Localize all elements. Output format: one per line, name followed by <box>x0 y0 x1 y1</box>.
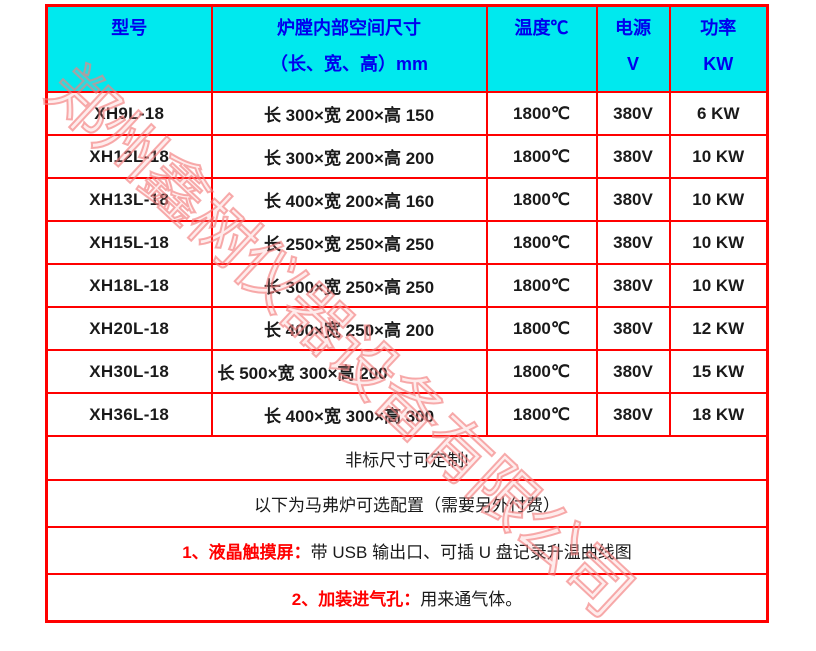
power-cell: 10 KW <box>668 263 769 308</box>
model-cell: XH18L-18 <box>45 263 213 308</box>
power-cell: 10 KW <box>668 220 769 265</box>
furnace-spec-table: 型号 炉膛内部空间尺寸 （长、宽、高）mm 温度℃ 电源 V 功率 KW XH9… <box>45 4 769 623</box>
size-cell: 长 300×宽 250×高 250 <box>210 263 488 308</box>
model-cell: XH9L-18 <box>45 91 213 136</box>
header-model: 型号 <box>45 4 213 93</box>
power-cell: 15 KW <box>668 349 769 394</box>
header-model-label: 型号 <box>111 18 148 38</box>
temperature-cell: 1800℃ <box>485 134 598 179</box>
table-row: XH12L-18 长 300×宽 200×高 200 1800℃ 380V 10… <box>45 134 769 179</box>
size-cell: 长 300×宽 200×高 150 <box>210 91 488 136</box>
temperature-cell: 1800℃ <box>485 177 598 222</box>
header-temperature-label: 温度℃ <box>514 18 569 38</box>
size-cell: 长 400×宽 300×高 300 <box>210 392 488 437</box>
size-cell: 长 400×宽 200×高 160 <box>210 177 488 222</box>
voltage-cell: 380V <box>595 177 671 222</box>
header-power: 功率 KW <box>668 4 769 93</box>
temperature-cell: 1800℃ <box>485 349 598 394</box>
size-cell: 长 500×宽 300×高 200 <box>210 349 488 394</box>
header-chamber-size-unit: （长、宽、高）mm <box>269 54 428 74</box>
header-chamber-size: 炉膛内部空间尺寸 （长、宽、高）mm <box>210 4 488 93</box>
size-cell: 长 300×宽 200×高 200 <box>210 134 488 179</box>
voltage-cell: 380V <box>595 392 671 437</box>
voltage-cell: 380V <box>595 263 671 308</box>
voltage-cell: 380V <box>595 220 671 265</box>
model-cell: XH12L-18 <box>45 134 213 179</box>
table-row: XH13L-18 长 400×宽 200×高 160 1800℃ 380V 10… <box>45 177 769 222</box>
temperature-cell: 1800℃ <box>485 392 598 437</box>
header-voltage-unit: V <box>626 54 639 74</box>
header-voltage: 电源 V <box>595 4 671 93</box>
temperature-cell: 1800℃ <box>485 263 598 308</box>
voltage-cell: 380V <box>595 349 671 394</box>
header-power-unit: KW <box>703 54 734 74</box>
model-cell: XH20L-18 <box>45 306 213 351</box>
size-cell: 长 250×宽 250×高 250 <box>210 220 488 265</box>
table-row: XH20L-18 长 400×宽 250×高 200 1800℃ 380V 12… <box>45 306 769 351</box>
temperature-cell: 1800℃ <box>485 220 598 265</box>
power-cell: 18 KW <box>668 392 769 437</box>
model-cell: XH13L-18 <box>45 177 213 222</box>
temperature-cell: 1800℃ <box>485 306 598 351</box>
power-cell: 10 KW <box>668 177 769 222</box>
note-optional-config-row: 以下为马弗炉可选配置（需要另外付费） <box>45 479 769 528</box>
table-row: XH15L-18 长 250×宽 250×高 250 1800℃ 380V 10… <box>45 220 769 265</box>
power-cell: 6 KW <box>668 91 769 136</box>
model-cell: XH36L-18 <box>45 392 213 437</box>
table-row: XH36L-18 长 400×宽 300×高 300 1800℃ 380V 18… <box>45 392 769 437</box>
note-gas-inlet-row: 2、加装进气孔：用来通气体。 <box>45 573 769 623</box>
power-cell: 12 KW <box>668 306 769 351</box>
table-row: XH18L-18 长 300×宽 250×高 250 1800℃ 380V 10… <box>45 263 769 308</box>
model-cell: XH30L-18 <box>45 349 213 394</box>
temperature-cell: 1800℃ <box>485 91 598 136</box>
power-cell: 10 KW <box>668 134 769 179</box>
header-power-label: 功率 <box>700 18 737 38</box>
header-voltage-label: 电源 <box>615 18 651 38</box>
note-lcd-touchscreen-row: 1、液晶触摸屏：带 USB 输出口、可插 U 盘记录升温曲线图 <box>45 526 769 575</box>
note-gas-inlet-label: 2、加装进气孔： <box>291 590 421 609</box>
voltage-cell: 380V <box>595 134 671 179</box>
table-header-row: 型号 炉膛内部空间尺寸 （长、宽、高）mm 温度℃ 电源 V 功率 KW <box>45 4 769 93</box>
table-row: XH30L-18 长 500×宽 300×高 200 1800℃ 380V 15… <box>45 349 769 394</box>
note-lcd-touchscreen-label: 1、液晶触摸屏： <box>182 543 311 562</box>
note-custom-size-text: 非标尺寸可定制! <box>45 435 769 481</box>
voltage-cell: 380V <box>595 91 671 136</box>
header-chamber-size-label: 炉膛内部空间尺寸 <box>277 18 421 38</box>
note-gas-inlet-text: 用来通气体。 <box>420 590 523 609</box>
note-lcd-touchscreen-text: 带 USB 输出口、可插 U 盘记录升温曲线图 <box>310 543 632 562</box>
model-cell: XH15L-18 <box>45 220 213 265</box>
header-temperature: 温度℃ <box>485 4 598 93</box>
note-optional-config-text: 以下为马弗炉可选配置（需要另外付费） <box>45 479 769 528</box>
voltage-cell: 380V <box>595 306 671 351</box>
note-custom-size-row: 非标尺寸可定制! <box>45 435 769 481</box>
table-row: XH9L-18 长 300×宽 200×高 150 1800℃ 380V 6 K… <box>45 91 769 136</box>
size-cell: 长 400×宽 250×高 200 <box>210 306 488 351</box>
